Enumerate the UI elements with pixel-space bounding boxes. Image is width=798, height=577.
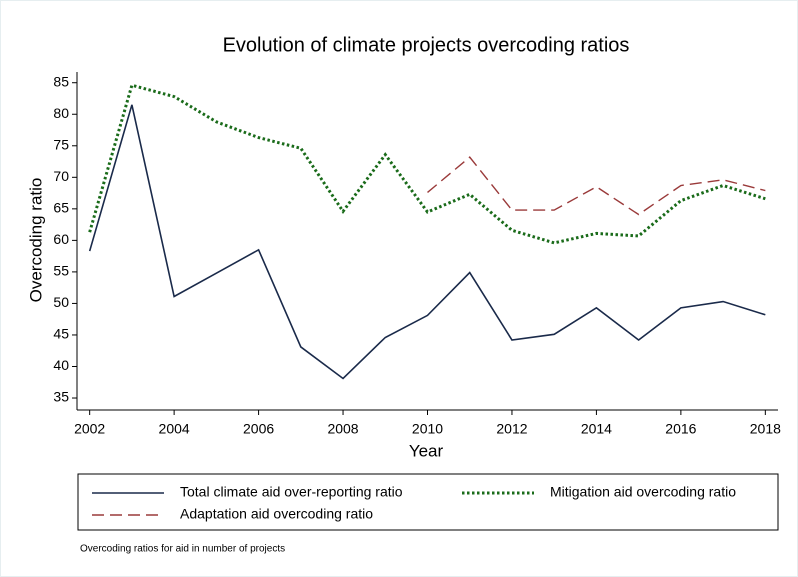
x-tick-label: 2002 [74, 421, 105, 437]
x-tick-label: 2004 [159, 421, 190, 437]
x-axis-label: Year [409, 441, 444, 460]
series-line [88, 104, 766, 380]
y-tick-label: 50 [53, 294, 69, 310]
x-tick-label: 2008 [327, 421, 358, 437]
y-tick-label: 75 [53, 136, 69, 152]
y-axis-label: Overcoding ratio [26, 178, 45, 303]
series-line [88, 83, 766, 245]
series-line [427, 156, 766, 216]
legend-label: Mitigation aid overcoding ratio [550, 484, 736, 500]
y-tick-label: 35 [53, 389, 69, 405]
x-tick-label: 2010 [412, 421, 443, 437]
x-tick-label: 2016 [665, 421, 696, 437]
legend-box [77, 473, 779, 531]
x-tick-label: 2006 [243, 421, 274, 437]
chart-title: Evolution of climate projects overcoding… [223, 34, 630, 56]
x-tick-label: 2012 [496, 421, 527, 437]
y-tick-label: 45 [53, 326, 69, 342]
y-tick-label: 55 [53, 263, 69, 279]
note: Overcoding ratios for aid in number of p… [80, 544, 285, 555]
legend-label: Adaptation aid overcoding ratio [180, 506, 373, 522]
y-tick-label: 85 [53, 73, 69, 89]
y-tick-label: 40 [53, 357, 69, 373]
x-tick-label: 2014 [581, 421, 612, 437]
legend-label: Total climate aid over-reporting ratio [180, 484, 403, 500]
y-tick-label: 65 [53, 200, 69, 216]
x-tick-label: 2018 [750, 421, 781, 437]
y-tick-label: 80 [53, 105, 69, 121]
y-tick-label: 70 [53, 168, 69, 184]
plot-area [77, 72, 778, 410]
y-tick-label: 60 [53, 231, 69, 247]
